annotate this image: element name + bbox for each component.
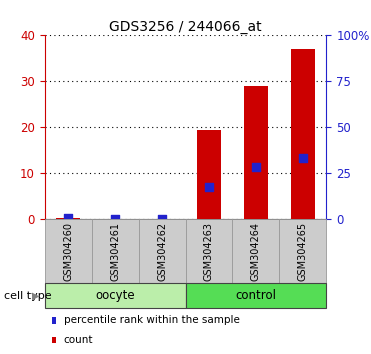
Text: cell type: cell type — [4, 291, 51, 301]
Text: GSM304260: GSM304260 — [63, 222, 73, 281]
Title: GDS3256 / 244066_at: GDS3256 / 244066_at — [109, 21, 262, 34]
Point — [206, 184, 212, 190]
Text: GSM304261: GSM304261 — [110, 222, 120, 281]
Point — [159, 216, 165, 221]
Text: control: control — [236, 289, 276, 302]
Text: GSM304263: GSM304263 — [204, 222, 214, 281]
Text: GSM304262: GSM304262 — [157, 222, 167, 281]
Bar — [244, 86, 268, 219]
Text: GSM304264: GSM304264 — [251, 222, 261, 281]
Point — [112, 216, 118, 221]
Bar — [291, 49, 315, 219]
Point — [65, 215, 71, 221]
Text: count: count — [64, 335, 93, 345]
Text: oocyte: oocyte — [95, 289, 135, 302]
Text: ▶: ▶ — [32, 291, 39, 301]
Bar — [197, 130, 221, 219]
Text: percentile rank within the sample: percentile rank within the sample — [64, 315, 240, 325]
Point — [253, 164, 259, 170]
Text: GSM304265: GSM304265 — [298, 222, 308, 281]
Point — [300, 155, 306, 161]
Bar — [56, 218, 80, 219]
